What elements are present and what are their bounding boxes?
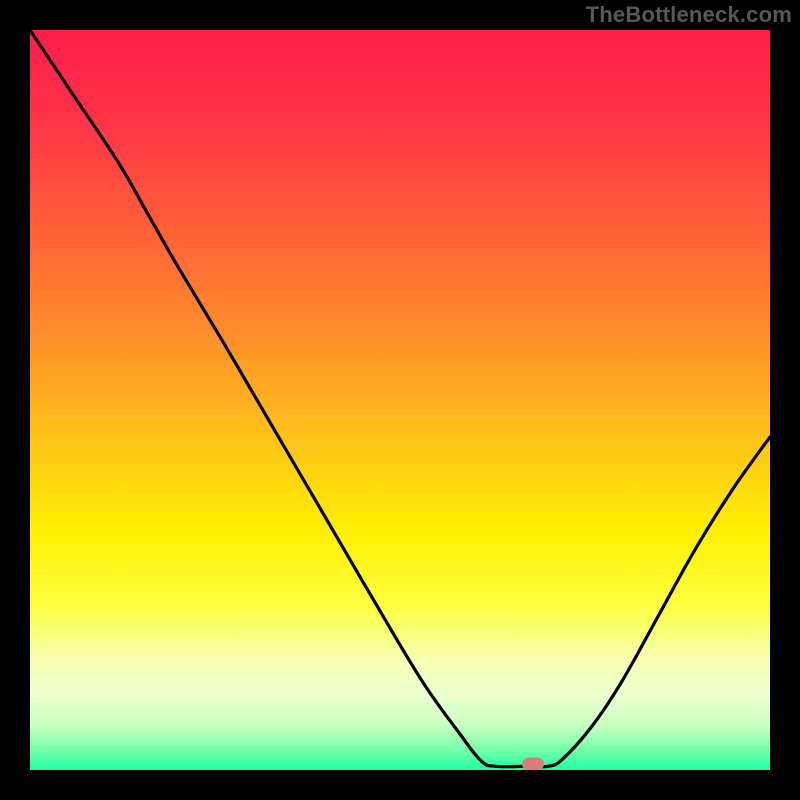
plot-area bbox=[30, 30, 770, 770]
optimal-marker bbox=[522, 758, 544, 770]
watermark-text: TheBottleneck.com bbox=[586, 2, 792, 28]
chart-frame: TheBottleneck.com bbox=[0, 0, 800, 800]
bottleneck-curve bbox=[30, 30, 770, 767]
curve-svg bbox=[30, 30, 770, 770]
